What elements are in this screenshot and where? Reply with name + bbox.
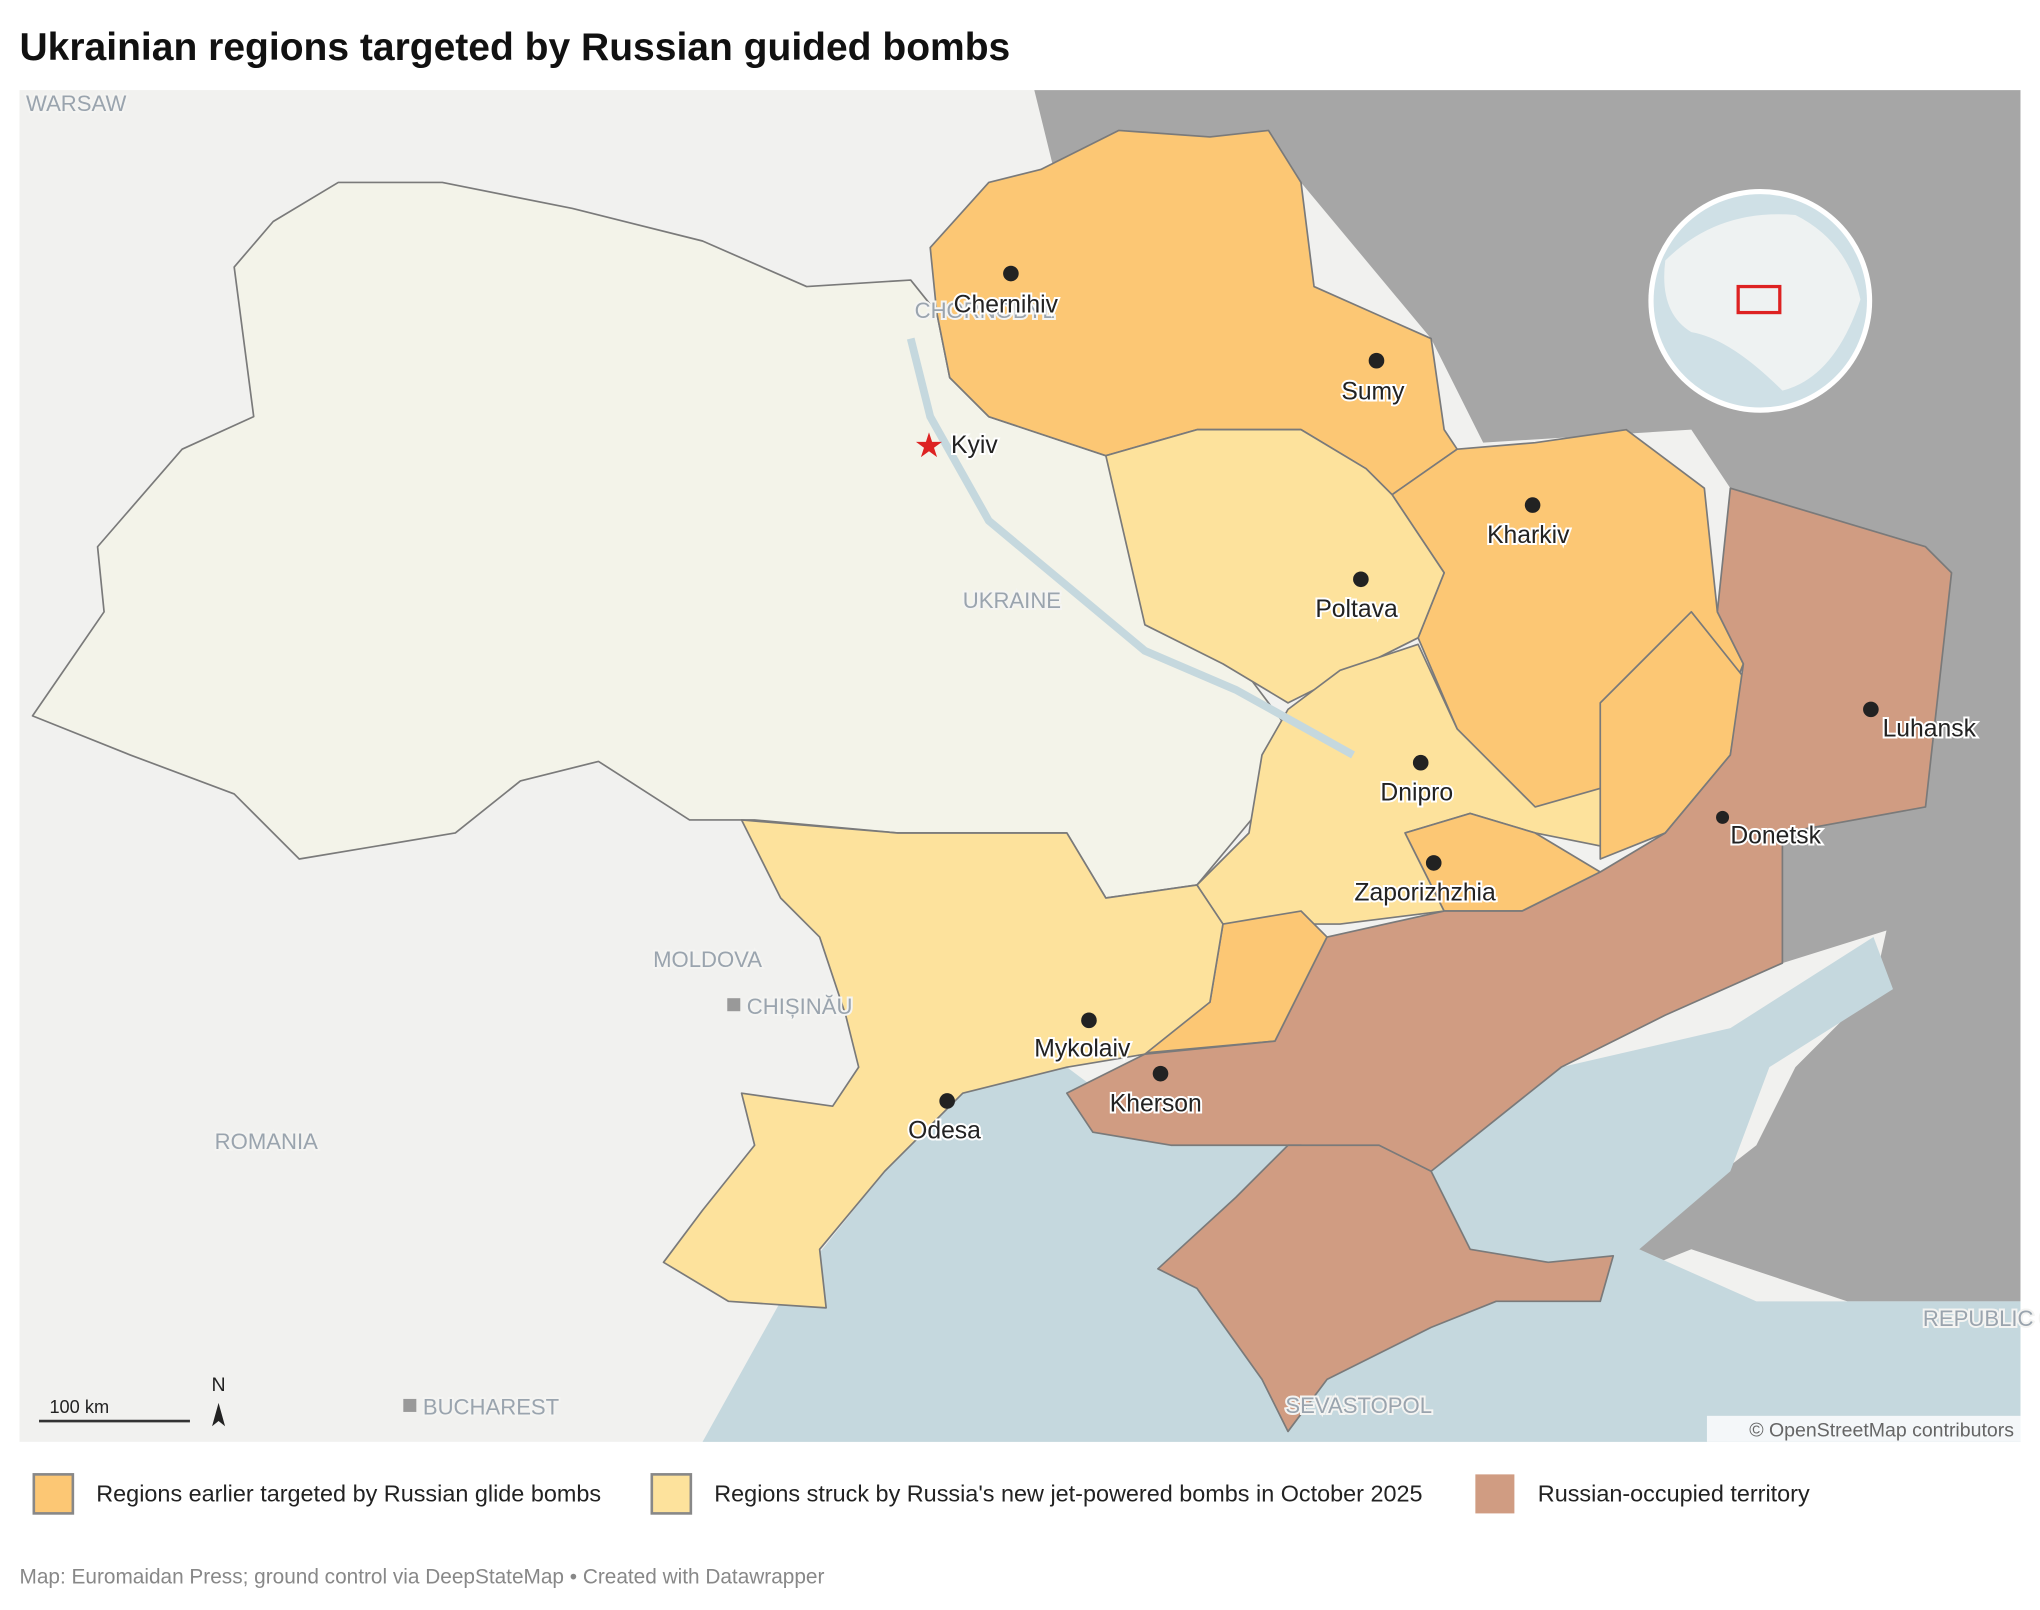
city-dot — [1425, 855, 1442, 871]
cities: Chernihiv Sumy ★ Kyiv Kharkiv Poltava Luh… — [906, 265, 1979, 1147]
city-label: Odesa — [908, 1118, 981, 1145]
city-label: Dnipro — [1380, 779, 1453, 806]
city-label: Mykolaiv — [1034, 1036, 1131, 1063]
place-label: CHIȘINĂU — [747, 994, 853, 1019]
city-label: Donetsk — [1730, 822, 1821, 849]
city-label: Chernihiv — [954, 292, 1059, 319]
attribution-bg — [1706, 1415, 2021, 1442]
place-label: CHORNOBYL — [915, 298, 1055, 323]
globe-land — [1664, 214, 1861, 391]
attribution: © OpenStreetMap contributors — [1749, 1420, 2014, 1442]
place-labels: WARSAW CHORNOBYL UKRAINE MOLDOVA CHIȘINĂ… — [24, 89, 2040, 1422]
region — [1105, 428, 1445, 704]
city-dot — [1863, 701, 1879, 718]
place-label: MOLDOVA — [653, 947, 762, 972]
place-label: ROMANIA — [215, 1129, 318, 1154]
region — [662, 819, 1224, 1309]
city-dot — [1152, 1065, 1169, 1082]
city-label: Kyiv — [951, 432, 998, 459]
city-dot — [1081, 1012, 1097, 1029]
place-label: SEVASTOPOL — [1285, 1393, 1432, 1418]
place-label: WARSAW — [26, 91, 126, 116]
source: Map: Euromaidan Press; ground control vi… — [20, 1566, 825, 1589]
city-dot — [939, 1093, 955, 1109]
place-label: BUCHAREST — [423, 1395, 559, 1420]
legend-label: Regions earlier targeted by Russian glid… — [96, 1481, 601, 1507]
river — [906, 337, 1355, 759]
legend-swatch — [650, 1473, 693, 1515]
north-label: N — [212, 1374, 226, 1396]
capital-marker — [727, 998, 741, 1012]
city-label: Luhansk — [1883, 716, 1977, 743]
place-label: REPUBLIC O — [1923, 1306, 2040, 1331]
legend-swatch — [1475, 1474, 1515, 1514]
legend: Regions earlier targeted by Russian glid… — [32, 1473, 1810, 1515]
region — [1157, 1144, 1615, 1433]
city-dot — [1524, 497, 1541, 513]
capital-star: ★ — [914, 427, 944, 465]
globe-locator — [1736, 284, 1782, 315]
locator-globe — [1648, 188, 1873, 413]
legend-label: Russian-occupied territory — [1538, 1481, 1810, 1507]
city-dot — [1353, 571, 1369, 588]
scale-label: 100 km — [49, 1397, 109, 1417]
place-label: UKRAINE — [963, 588, 1061, 613]
title: Ukrainian regions targeted by Russian gu… — [20, 26, 1011, 69]
city-dot — [1003, 265, 1019, 282]
north-arrow — [212, 1402, 226, 1427]
city-dot — [1368, 352, 1385, 369]
capital-marker — [403, 1398, 417, 1412]
city-label: Kherson — [1110, 1090, 1202, 1117]
scale: 100 km N — [39, 1374, 226, 1427]
city-dot — [1412, 754, 1429, 771]
city-label: Poltava — [1315, 596, 1398, 623]
city-label: Sumy — [1341, 379, 1405, 406]
city-dot — [1716, 810, 1730, 824]
city-label: Kharkiv — [1487, 522, 1570, 549]
city-label: Zaporizhzhia — [1354, 880, 1496, 907]
legend-label: Regions struck by Russia's new jet-power… — [714, 1481, 1422, 1507]
legend-swatch — [32, 1473, 75, 1515]
